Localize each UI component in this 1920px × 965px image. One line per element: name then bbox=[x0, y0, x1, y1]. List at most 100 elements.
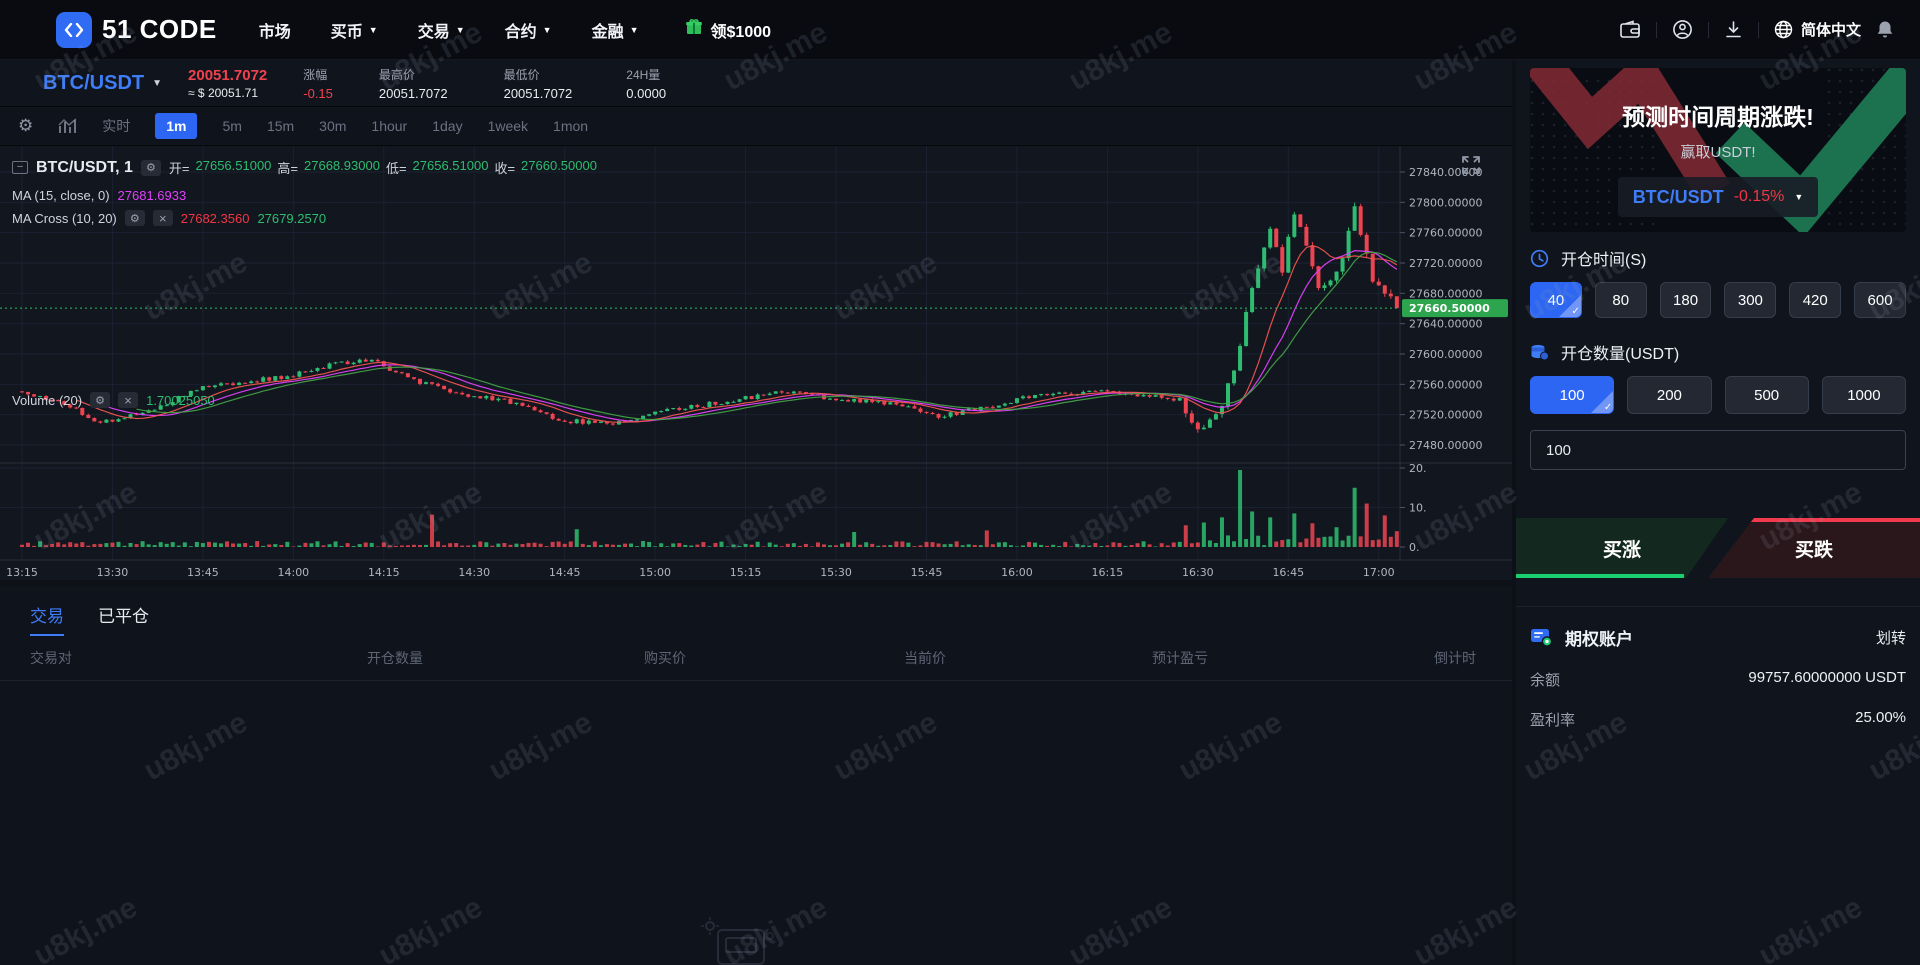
top-navbar: 51 CODE 市场 买币 ▼ 交易 ▼ 合约 ▼ 金融 ▼ 领$1000 bbox=[0, 0, 1920, 60]
time-option-420[interactable]: 420 bbox=[1789, 282, 1842, 318]
amount-option-100[interactable]: 100 bbox=[1530, 376, 1615, 414]
timeframe-5m[interactable]: 5m bbox=[222, 118, 242, 134]
positions-table-header: 交易对 开仓数量 购买价 当前价 预计盈亏 倒计时 bbox=[0, 648, 1512, 681]
positions-tab-交易[interactable]: 交易 bbox=[30, 602, 64, 636]
buy-down-button[interactable]: 买跌 bbox=[1708, 518, 1920, 578]
coins-icon bbox=[1531, 344, 1549, 360]
svg-text:13:45: 13:45 bbox=[187, 566, 219, 579]
transfer-link[interactable]: 划转 bbox=[1875, 630, 1906, 647]
main-menu: 市场 买币 ▼ 交易 ▼ 合约 ▼ 金融 ▼ bbox=[259, 18, 639, 42]
ma-settings-gear-icon[interactable] bbox=[124, 210, 145, 226]
series-settings-gear-icon[interactable] bbox=[140, 159, 161, 176]
time-option-80-label: 80 bbox=[1612, 291, 1630, 309]
ma-remove-icon[interactable] bbox=[152, 210, 173, 226]
ma-slow-value: 27679.2570 bbox=[257, 210, 327, 226]
timeframe-1mon[interactable]: 1mon bbox=[553, 118, 589, 134]
amount-option-1000-label: 1000 bbox=[1847, 386, 1881, 404]
timeframe-15m[interactable]: 15m bbox=[266, 118, 295, 134]
svg-text:14:30: 14:30 bbox=[458, 566, 490, 579]
svg-text:15:00: 15:00 bbox=[639, 566, 671, 579]
language-label: 简体中文 bbox=[1800, 22, 1861, 39]
svg-text:17:00: 17:00 bbox=[1363, 566, 1395, 579]
divider bbox=[1516, 606, 1920, 607]
svg-text:13:30: 13:30 bbox=[97, 566, 129, 579]
positions-tabs: 交易 已平仓 bbox=[0, 586, 1512, 636]
chart-settings-gear-icon[interactable]: ⚙ bbox=[18, 116, 34, 135]
brand-name: 51 CODE bbox=[102, 14, 217, 44]
gift-icon bbox=[685, 18, 703, 41]
clock-icon bbox=[1530, 249, 1549, 267]
nav-item-市场[interactable]: 市场 bbox=[259, 18, 291, 42]
nav-item-交易[interactable]: 交易 ▼ bbox=[418, 18, 465, 42]
chart-legend-symbol: BTC/USDT, 1 开=27656.51000 高=27668.93000 … bbox=[12, 158, 597, 177]
svg-text:14:45: 14:45 bbox=[549, 566, 581, 579]
amount-section-head: 开仓数量(USDT) bbox=[1530, 340, 1906, 364]
bonus-button[interactable]: 领$1000 bbox=[685, 18, 771, 42]
time-option-40[interactable]: 40 bbox=[1530, 282, 1582, 318]
trade-panel: 预测时间周期涨跌! 赢取USDT! BTC/USDT -0.15% ▼ 开仓时间… bbox=[1516, 60, 1920, 965]
amount-option-200[interactable]: 200 bbox=[1627, 376, 1712, 414]
collapse-icon[interactable] bbox=[12, 161, 28, 174]
banner-subtitle: 赢取USDT! bbox=[1680, 144, 1756, 161]
amount-option-500[interactable]: 500 bbox=[1724, 376, 1809, 414]
stat-label: 最高价 bbox=[378, 67, 415, 82]
notifications-bell-icon[interactable] bbox=[1876, 20, 1894, 39]
time-option-300[interactable]: 300 bbox=[1724, 282, 1777, 318]
buy-buttons: 买涨 买跌 bbox=[1516, 516, 1920, 580]
balance-value: 99757.60000000 USDT bbox=[1748, 669, 1906, 686]
timeframe-realtime[interactable]: 实时 bbox=[102, 118, 131, 134]
buy-up-underline bbox=[1516, 574, 1684, 578]
stat-label: 涨幅 bbox=[303, 67, 328, 82]
nav-item-合约[interactable]: 合约 ▼ bbox=[505, 18, 552, 42]
column-header: 交易对 bbox=[30, 650, 72, 666]
check-icon bbox=[1571, 306, 1579, 317]
buy-up-label: 买涨 bbox=[1602, 539, 1641, 561]
ma-value: 27681.6933 bbox=[117, 188, 187, 203]
ticker-stat: 最低价 20051.7072 bbox=[504, 66, 573, 101]
nav-item-买币[interactable]: 买币 ▼ bbox=[331, 18, 378, 42]
open-time-options: 40 80 180 300 420 600 bbox=[1530, 282, 1906, 318]
volume-remove-icon[interactable] bbox=[118, 392, 139, 408]
account-title: 期权账户 bbox=[1565, 630, 1633, 649]
brand-icon bbox=[56, 11, 92, 48]
download-icon[interactable] bbox=[1724, 20, 1743, 39]
amount-option-1000[interactable]: 1000 bbox=[1821, 376, 1906, 414]
column-header: 当前价 bbox=[904, 650, 946, 666]
column-header: 倒计时 bbox=[1434, 650, 1476, 666]
stat-label: 24H量 bbox=[626, 67, 661, 82]
ticker-stat: 最高价 20051.7072 bbox=[379, 66, 448, 101]
timeframe-1day[interactable]: 1day bbox=[432, 118, 463, 134]
stat-value: 0.0000 bbox=[626, 85, 667, 101]
timeframe-1hour[interactable]: 1hour bbox=[371, 118, 408, 134]
svg-text:27640.00000: 27640.00000 bbox=[1409, 318, 1482, 331]
chevron-down-icon: ▼ bbox=[1794, 192, 1804, 202]
chart-canvas[interactable]: 27840.00000 27800.00000 27760.00000 27720.0… bbox=[0, 146, 1512, 580]
pair-selector[interactable]: BTC/USDT ▼ bbox=[43, 72, 162, 95]
account-icon[interactable] bbox=[1672, 19, 1693, 40]
trade-pair-select[interactable]: BTC/USDT -0.15% ▼ bbox=[1618, 177, 1818, 217]
time-option-180[interactable]: 180 bbox=[1659, 282, 1712, 318]
nav-item-金融[interactable]: 金融 ▼ bbox=[592, 18, 639, 42]
buy-up-button[interactable]: 买涨 bbox=[1516, 518, 1728, 578]
fullscreen-icon[interactable] bbox=[1460, 154, 1482, 181]
volume-settings-gear-icon[interactable] bbox=[90, 392, 111, 408]
positions-tab-已平仓[interactable]: 已平仓 bbox=[98, 607, 149, 626]
timeframe-30m[interactable]: 30m bbox=[319, 118, 347, 134]
language-switcher[interactable]: 简体中文 bbox=[1774, 19, 1861, 40]
wallet-icon[interactable] bbox=[1619, 19, 1641, 40]
brand-logo[interactable]: 51 CODE bbox=[56, 11, 217, 48]
svg-text:27720.00000: 27720.00000 bbox=[1409, 257, 1482, 270]
timeframe-1week[interactable]: 1week bbox=[487, 118, 529, 134]
divider bbox=[1757, 21, 1759, 38]
amount-option-200-label: 200 bbox=[1656, 386, 1682, 404]
time-option-600[interactable]: 600 bbox=[1854, 282, 1906, 318]
nav-item-label: 买币 bbox=[330, 23, 363, 41]
timeframe-1m[interactable]: 1m bbox=[155, 113, 198, 139]
svg-text:27560.00000: 27560.00000 bbox=[1409, 378, 1482, 391]
svg-text:16:15: 16:15 bbox=[1092, 566, 1124, 579]
amount-input[interactable] bbox=[1530, 430, 1906, 470]
candlestick-chart[interactable]: BTC/USDT, 1 开=27656.51000 高=27668.93000 … bbox=[0, 146, 1512, 580]
indicators-icon[interactable] bbox=[58, 118, 77, 134]
time-option-80[interactable]: 80 bbox=[1594, 282, 1647, 318]
svg-text:16:45: 16:45 bbox=[1272, 566, 1304, 579]
